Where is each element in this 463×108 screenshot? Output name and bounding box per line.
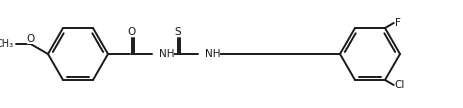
Text: O: O (128, 27, 136, 37)
Text: O: O (26, 33, 35, 44)
Text: Cl: Cl (394, 80, 404, 90)
Text: CH₃: CH₃ (0, 39, 13, 49)
Text: F: F (394, 18, 400, 28)
Text: NH: NH (205, 49, 220, 59)
Text: S: S (174, 27, 181, 37)
Text: NH: NH (159, 49, 174, 59)
